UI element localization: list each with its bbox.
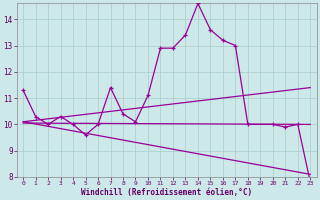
X-axis label: Windchill (Refroidissement éolien,°C): Windchill (Refroidissement éolien,°C) bbox=[81, 188, 252, 197]
